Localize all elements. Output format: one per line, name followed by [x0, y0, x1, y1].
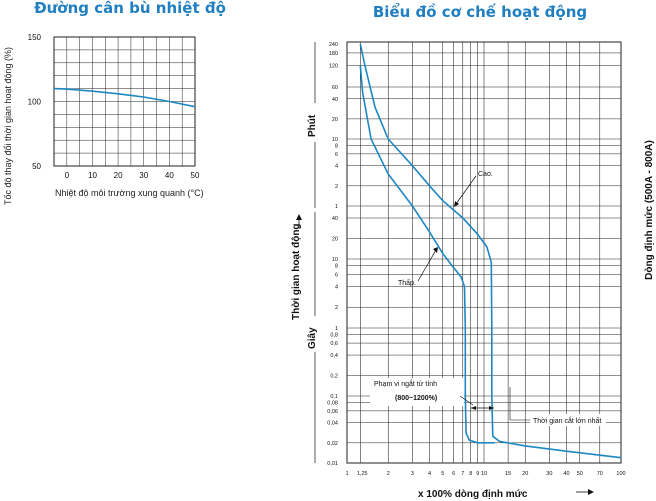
y-tick-label-seconds: 2 [335, 305, 338, 311]
chart1-grid [53, 36, 196, 167]
y-tick-label-seconds: 8 [335, 264, 338, 270]
y-tick-label-minutes: 8 [335, 143, 338, 149]
magnetic-range-right-arrow [489, 406, 494, 410]
chart2-x-tick-label: 30 [546, 471, 552, 477]
y-tick-label-seconds: 0,04 [327, 421, 338, 427]
annotation-magnetic-range-value: (800~1200%) [395, 395, 437, 402]
y-tick-label-minutes: 120 [329, 64, 338, 70]
chart2-x-tick-label: 9 [476, 471, 479, 477]
xlabel-arrowhead [588, 489, 594, 495]
annotation-cao-arrowhead [454, 201, 459, 207]
chart1-x-tick-label: 50 [191, 171, 200, 180]
y-tick-label-seconds: 0,06 [327, 409, 338, 415]
chart1-x-tick-label: 30 [139, 171, 148, 180]
y-tick-label-minutes: 6 [335, 152, 338, 158]
chart1-x-ticks: 0 10 20 30 40 50 [65, 171, 200, 180]
chart1-x-tick-label: 40 [165, 171, 174, 180]
chart2-x-tick-label: 1 [345, 471, 348, 477]
chart2-ylabel: Thời gian hoạt động [291, 223, 302, 320]
y-tick-label-seconds: 1 [335, 326, 338, 332]
chart1-title: Đường cân bù nhiệt độ [34, 0, 226, 17]
magnetic-range-leader [459, 395, 474, 406]
chart2-xlabel: x 100% dòng định mức [418, 489, 528, 500]
temperature-chart: Đường cân bù nhiệt độ 150 100 50 0 10 20 30 40… [3, 0, 226, 205]
chart1-y-ticks: 150 100 50 [28, 33, 42, 171]
chart1-y-tick-label: 100 [28, 98, 42, 107]
chart2-frame [346, 41, 622, 464]
y-tick-label-minutes: 180 [329, 51, 338, 57]
chart1-xlabel: Nhiệt độ môi trường xung quanh (°C) [55, 188, 204, 198]
magnetic-range-box [370, 378, 464, 406]
chart2-x-tick-label: 20 [522, 471, 528, 477]
chart1-series-line [53, 87, 196, 108]
unit-seconds: Giây [307, 327, 318, 349]
chart2-x-tick-label: 4 [428, 471, 431, 477]
series-line-thap [359, 65, 495, 444]
max-break-time-box [530, 414, 606, 426]
y-tick-label-seconds: 20 [332, 237, 338, 243]
y-tick-label-minutes: 20 [332, 117, 338, 123]
chart2-title: Biểu đồ cơ chế hoạt động [373, 2, 587, 21]
y-tick-label-seconds: 0,4 [330, 353, 338, 359]
chart2-x-tick-label: 8 [469, 471, 472, 477]
chart2-x-tick-label: 6 [452, 471, 455, 477]
chart2-x-tick-label: 10 [481, 471, 487, 477]
unit-minutes: Phút [307, 114, 318, 137]
y-tick-label-minutes: 240 [329, 42, 338, 48]
y-tick-label-seconds: 0,08 [327, 400, 338, 406]
chart1-y-tick-label: 50 [32, 162, 41, 171]
annotation-magnetic-range: Phạm vi ngắt từ tính [374, 379, 437, 388]
chart2-x-tick-label: 15 [505, 471, 511, 477]
y-tick-label-seconds: 0,2 [330, 374, 338, 380]
y-tick-label-seconds: 0,6 [330, 341, 338, 347]
y-tick-label-seconds: 10 [332, 257, 338, 263]
magnetic-range-left-arrow [471, 406, 476, 410]
chart2-x-tick-label: 100 [616, 471, 625, 477]
chart2-x-tick-label: 2 [387, 471, 390, 477]
annotation-max-break-time: Thời gian cắt lớn nhất [533, 416, 601, 425]
chart1-x-tick-label: 0 [65, 171, 70, 180]
y-tick-label-seconds: 0,01 [327, 461, 338, 467]
series-line-cao [359, 43, 622, 459]
rated-current-label: Dòng định mức (500A - 800A) [644, 140, 655, 280]
annotation-thap-arrow [417, 249, 437, 282]
y-tick-label-seconds: 6 [335, 272, 338, 278]
chart1-y-tick-label: 150 [28, 33, 42, 42]
ylabel-arrowhead [296, 214, 302, 220]
chart2-x-tick-label: 40 [563, 471, 569, 477]
chart2-y-ticks-seconds: 40 20 108 6 4 2 10,8 0,6 0,4 0,2 0,10,08 0,06 0,04 0,… [327, 216, 338, 467]
chart2-x-tick-label: 1,25 [357, 471, 368, 477]
chart1-ylabel: Tốc độ thay đổi thời gian hoạt động (%) [3, 47, 13, 205]
chart2-x-ticks: 1 1,25 2 3 4 5 6 7 8 9 10 15 20 30 40 50 70 100 [345, 471, 625, 477]
chart2-x-tick-label: 7 [461, 471, 464, 477]
y-tick-label-seconds: 0,02 [327, 441, 338, 447]
y-tick-label-minutes: 10 [332, 137, 338, 143]
annotation-thap-arrowhead [433, 247, 438, 253]
y-tick-label-minutes: 60 [332, 85, 338, 91]
y-tick-label-seconds: 0,1 [330, 394, 338, 400]
chart2-x-tick-label: 5 [441, 471, 444, 477]
chart2-x-tick-label: 3 [411, 471, 414, 477]
chart1-x-tick-label: 20 [114, 171, 123, 180]
y-tick-label-minutes: 1 [335, 204, 338, 210]
y-tick-label-seconds: 4 [335, 284, 338, 290]
chart1-frame [53, 36, 196, 167]
chart2-y-ticks-minutes: 240 180 120 60 40 20 108 6 4 2 1 [329, 42, 338, 210]
y-tick-label-minutes: 4 [335, 164, 338, 170]
operating-chart: Biểu đồ cơ chế hoạt động 240180120604020… [291, 2, 655, 500]
annotation-cao-arrow [455, 175, 477, 205]
y-tick-label-seconds: 40 [332, 216, 338, 222]
annotation-cao: Cao. [478, 171, 493, 178]
y-tick-label-seconds: 0,8 [330, 333, 338, 339]
y-tick-label-minutes: 2 [335, 184, 338, 190]
chart1-x-tick-label: 10 [88, 171, 97, 180]
chart2-x-tick-label: 70 [597, 471, 603, 477]
chart2-x-tick-label: 50 [577, 471, 583, 477]
y-tick-label-minutes: 40 [332, 97, 338, 103]
annotation-thap: Thấp. [398, 278, 416, 287]
